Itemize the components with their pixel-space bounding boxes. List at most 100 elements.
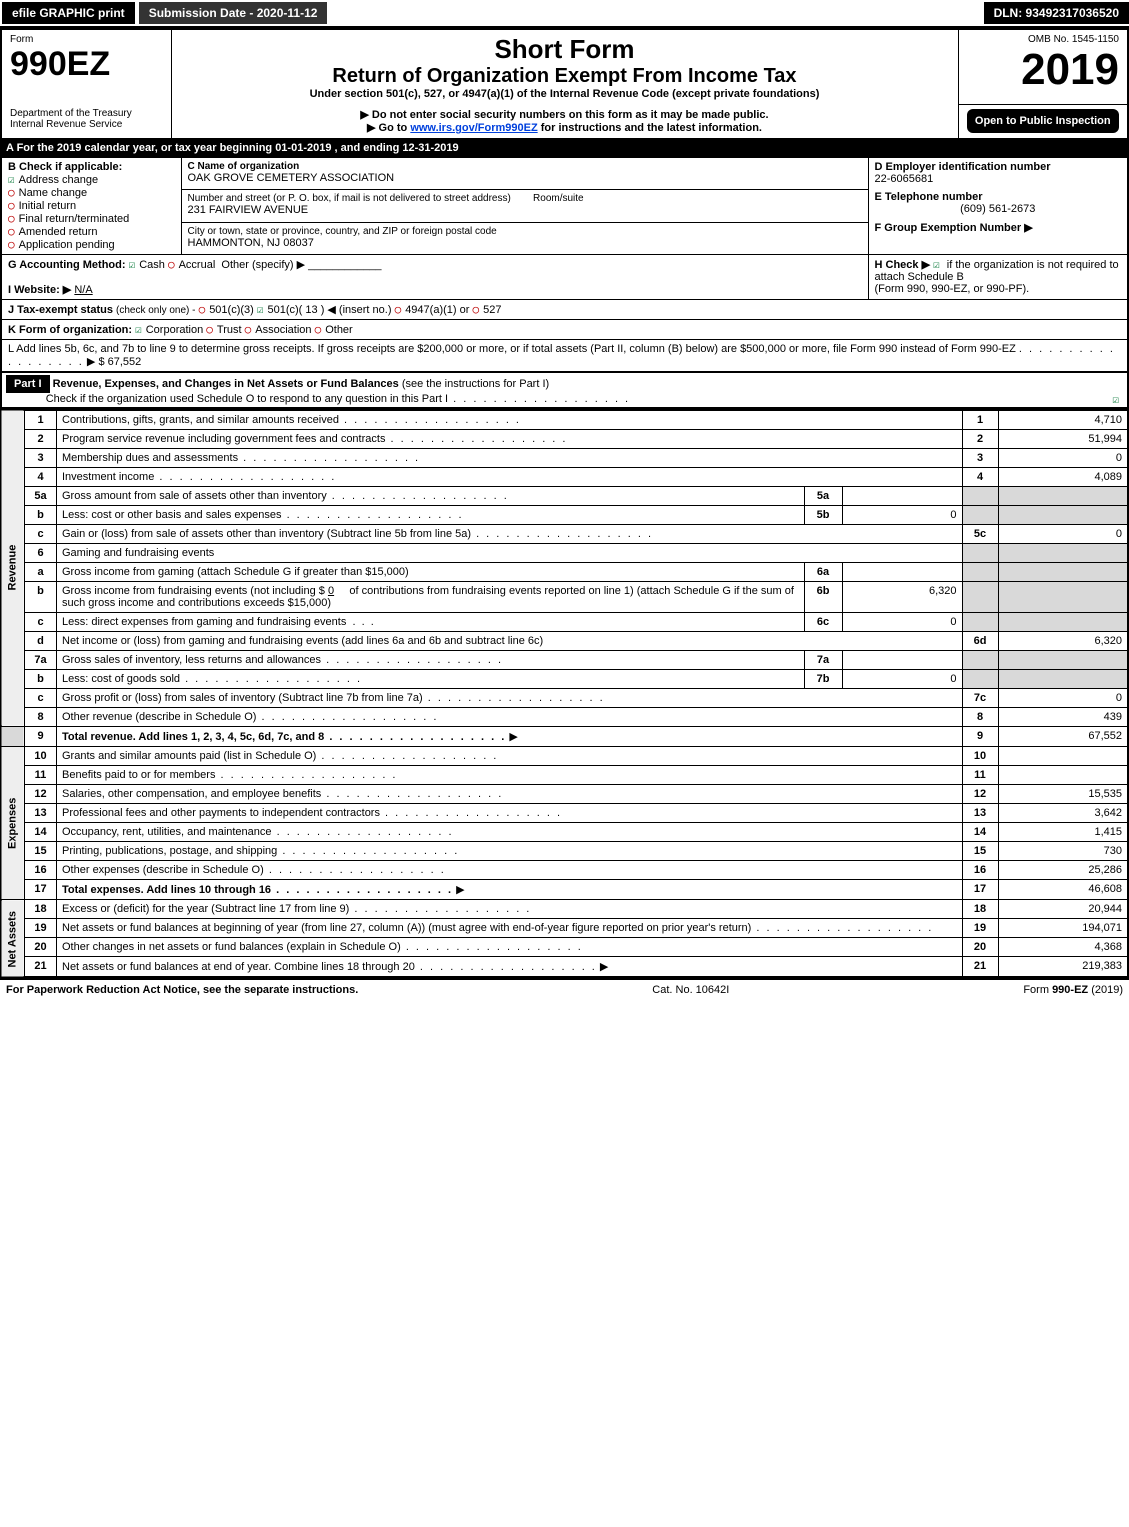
footer-right-b: 990-EZ xyxy=(1052,984,1088,996)
checkbox-501c3[interactable]: ○ xyxy=(199,303,206,316)
part1-header: Part I Revenue, Expenses, and Changes in… xyxy=(0,373,1129,409)
g-label: G Accounting Method: xyxy=(8,259,126,271)
sub-5b: 5b xyxy=(804,506,842,525)
amt-2: 51,994 xyxy=(998,430,1128,449)
checkbox-527[interactable]: ○ xyxy=(472,303,479,316)
j-o2: 501(c)( 13 ) ◀ (insert no.) xyxy=(268,304,392,316)
n-19: 19 xyxy=(962,919,998,938)
checkbox-part1-scho[interactable]: ☑ xyxy=(1112,393,1119,406)
b-amended: Amended return xyxy=(19,226,98,238)
sv-6b: 6,320 xyxy=(842,582,962,613)
txt-17: Total expenses. Add lines 10 through 16 xyxy=(62,884,453,896)
amt-9: 67,552 xyxy=(998,727,1128,747)
ln-17: 17 xyxy=(25,880,57,900)
submission-date-label: Submission Date - 2020-11-12 xyxy=(139,2,328,24)
amt-4: 4,089 xyxy=(998,468,1128,487)
amt-12: 15,535 xyxy=(998,785,1128,804)
j-label: J Tax-exempt status xyxy=(8,304,113,316)
ln-7c: c xyxy=(25,689,57,708)
org-name: OAK GROVE CEMETERY ASSOCIATION xyxy=(188,172,862,184)
tax-year: 2019 xyxy=(967,45,1120,95)
org-info-table: B Check if applicable: ☑Address change ○… xyxy=(0,156,1129,373)
checkbox-assoc[interactable]: ○ xyxy=(245,323,252,336)
goto-prefix: ▶ Go to xyxy=(367,122,410,134)
n-2: 2 xyxy=(962,430,998,449)
checkbox-501c[interactable]: ☑ xyxy=(257,303,264,316)
checkbox-trust[interactable]: ○ xyxy=(206,323,213,336)
g-other: Other (specify) ▶ xyxy=(221,259,305,271)
sv-7a xyxy=(842,651,962,670)
sv-6c: 0 xyxy=(842,613,962,632)
l-arrow: ▶ xyxy=(87,356,95,368)
checkbox-corp[interactable]: ☑ xyxy=(135,323,142,336)
amt-21: 219,383 xyxy=(998,957,1128,978)
txt-4: Investment income xyxy=(62,471,336,483)
k-other: Other xyxy=(325,324,353,336)
ln-20: 20 xyxy=(25,938,57,957)
checkbox-cash[interactable]: ☑ xyxy=(129,258,136,271)
ln-2: 2 xyxy=(25,430,57,449)
checkbox-h[interactable]: ☑ xyxy=(933,258,940,271)
netassets-section-label: Net Assets xyxy=(1,900,25,978)
g-accrual: Accrual xyxy=(179,259,216,271)
b-name: Name change xyxy=(19,187,88,199)
n-14: 14 xyxy=(962,823,998,842)
sub-5a: 5a xyxy=(804,487,842,506)
amt-5c: 0 xyxy=(998,525,1128,544)
h-forms: (Form 990, 990-EZ, or 990-PF). xyxy=(875,283,1030,295)
efile-print-button[interactable]: efile GRAPHIC print xyxy=(2,2,135,24)
txt-6c: Less: direct expenses from gaming and fu… xyxy=(62,616,346,628)
txt-6b-1: Gross income from fundraising events (no… xyxy=(62,585,325,597)
checkbox-accrual[interactable]: ○ xyxy=(168,258,175,271)
checkbox-4947[interactable]: ○ xyxy=(395,303,402,316)
txt-20: Other changes in net assets or fund bala… xyxy=(62,941,583,953)
txt-18: Excess or (deficit) for the year (Subtra… xyxy=(62,903,531,915)
l-text: L Add lines 5b, 6c, and 7b to line 9 to … xyxy=(8,343,1016,355)
sub-7a: 7a xyxy=(804,651,842,670)
sv-6a xyxy=(842,563,962,582)
n-10: 10 xyxy=(962,747,998,766)
amt-18: 20,944 xyxy=(998,900,1128,919)
e-label: E Telephone number xyxy=(875,191,1122,203)
checkbox-address-change[interactable]: ☑ xyxy=(8,173,15,186)
checkbox-other[interactable]: ○ xyxy=(315,323,322,336)
checkbox-name-change[interactable]: ○ xyxy=(8,186,15,199)
page-footer: For Paperwork Reduction Act Notice, see … xyxy=(0,978,1129,1000)
k-corp: Corporation xyxy=(146,324,203,336)
txt-15: Printing, publications, postage, and shi… xyxy=(62,845,459,857)
city-label: City or town, state or province, country… xyxy=(188,226,862,237)
n-17: 17 xyxy=(962,880,998,900)
checkbox-initial-return[interactable]: ○ xyxy=(8,199,15,212)
txt-5a: Gross amount from sale of assets other t… xyxy=(62,490,509,502)
k-trust: Trust xyxy=(217,324,242,336)
ln-6c: c xyxy=(25,613,57,632)
revenue-section-label: Revenue xyxy=(1,410,25,727)
amt-14: 1,415 xyxy=(998,823,1128,842)
street-label: Number and street (or P. O. box, if mail… xyxy=(188,193,862,204)
txt-14: Occupancy, rent, utilities, and maintena… xyxy=(62,826,454,838)
ein-value: 22-6065681 xyxy=(875,173,1122,185)
ln-21: 21 xyxy=(25,957,57,978)
checkbox-amended-return[interactable]: ○ xyxy=(8,225,15,238)
dept-treasury: Department of the Treasury xyxy=(10,108,163,119)
txt-10: Grants and similar amounts paid (list in… xyxy=(62,750,498,762)
checkbox-final-return[interactable]: ○ xyxy=(8,212,15,225)
j-paren: (check only one) - xyxy=(116,305,195,316)
amt-15: 730 xyxy=(998,842,1128,861)
irs-link[interactable]: www.irs.gov/Form990EZ xyxy=(410,122,537,134)
amt-7c: 0 xyxy=(998,689,1128,708)
ln-6a: a xyxy=(25,563,57,582)
footer-mid: Cat. No. 10642I xyxy=(652,984,729,996)
n-21: 21 xyxy=(962,957,998,978)
ln-14: 14 xyxy=(25,823,57,842)
goto-tail: for instructions and the latest informat… xyxy=(541,122,762,134)
ln-19: 19 xyxy=(25,919,57,938)
ln-7a: 7a xyxy=(25,651,57,670)
amt-3: 0 xyxy=(998,449,1128,468)
n-9: 9 xyxy=(962,727,998,747)
street-value: 231 FAIRVIEW AVENUE xyxy=(188,204,862,216)
j-o4: 527 xyxy=(483,304,501,316)
form-header: Form 990EZ Department of the Treasury In… xyxy=(0,28,1129,140)
checkbox-app-pending[interactable]: ○ xyxy=(8,238,15,251)
amt-17: 46,608 xyxy=(998,880,1128,900)
